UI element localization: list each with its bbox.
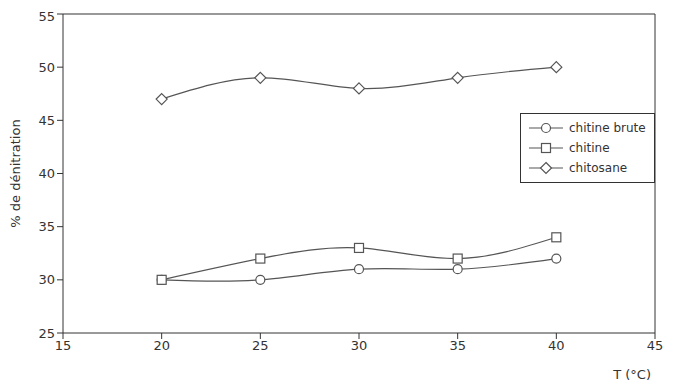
svg-text:50: 50 [38, 60, 55, 75]
html-text:chitine brute: chitine brute [569, 121, 646, 135]
svg-text:40: 40 [38, 166, 55, 181]
svg-text:T (°C): T (°C) [612, 367, 651, 382]
svg-text:30: 30 [38, 272, 55, 287]
svg-text:25: 25 [252, 338, 269, 353]
svg-text:45: 45 [38, 113, 55, 128]
svg-text:% de dénitration: % de dénitration [8, 119, 23, 227]
svg-text:15: 15 [55, 338, 72, 353]
svg-text:55: 55 [38, 9, 55, 24]
svg-text:40: 40 [548, 338, 565, 353]
svg-text:25: 25 [38, 326, 55, 341]
svg-text:45: 45 [647, 338, 664, 353]
html-text:chitosane: chitosane [569, 161, 628, 175]
svg-text:30: 30 [351, 338, 368, 353]
svg-text:20: 20 [153, 338, 170, 353]
html-text:chitine: chitine [569, 141, 610, 155]
svg-text:35: 35 [38, 219, 55, 234]
svg-text:35: 35 [449, 338, 466, 353]
